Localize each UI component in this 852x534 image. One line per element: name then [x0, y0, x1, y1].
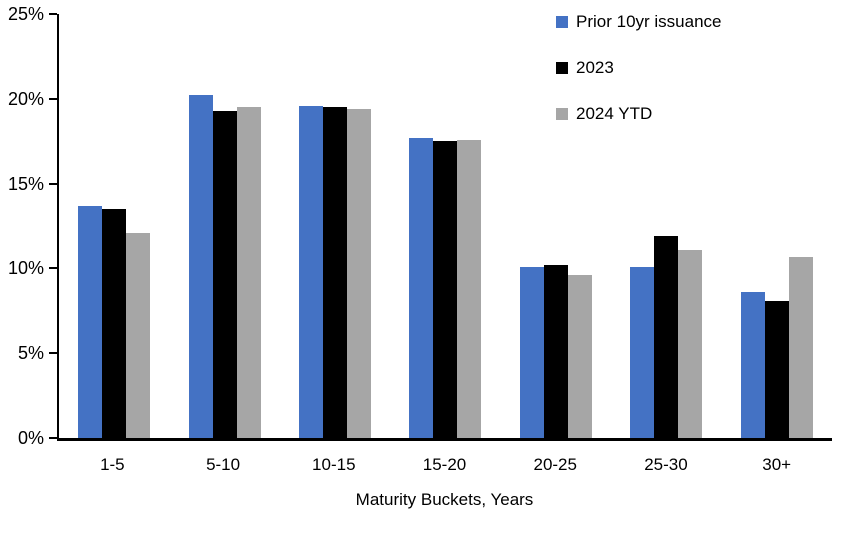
- y-tick-mark-20: [49, 97, 57, 100]
- bar-group-30+: [722, 14, 832, 438]
- y-tick-label-10: 10%: [7, 258, 44, 279]
- bars-layer: [59, 14, 832, 438]
- bar-group-10-15: [280, 14, 390, 438]
- bar-2023-20-25: [543, 265, 568, 438]
- bar-2023-1-5: [102, 209, 127, 438]
- bar-2024-ytd-25-30: [678, 249, 703, 438]
- y-tick-label-5: 5%: [17, 343, 44, 364]
- plot-area: [57, 14, 832, 441]
- y-tick-mark-15: [49, 182, 57, 185]
- bar-group-20-25: [501, 14, 611, 438]
- y-tick-label-20: 20%: [7, 88, 44, 109]
- legend-swatch-icon: [556, 108, 568, 120]
- bar-2024-ytd-1-5: [126, 232, 151, 438]
- bar-prior-10yr-issuance-30+: [740, 292, 765, 438]
- legend: Prior 10yr issuance 2023 2024 YTD: [556, 13, 722, 123]
- y-tick-label-25: 25%: [7, 4, 44, 24]
- bar-prior-10yr-issuance-20-25: [519, 266, 544, 438]
- x-tick-label-25-30: 25-30: [644, 455, 688, 474]
- bar-2024-ytd-30+: [788, 256, 813, 438]
- bar-2024-ytd-10-15: [347, 109, 372, 438]
- bar-2023-25-30: [654, 236, 679, 438]
- x-tick-label-15-20: 15-20: [422, 455, 467, 474]
- bar-prior-10yr-issuance-5-10: [188, 95, 213, 438]
- x-axis-title: Maturity Buckets, Years: [355, 490, 534, 509]
- y-tick-mark-5: [49, 352, 57, 355]
- bar-2023-30+: [764, 300, 789, 438]
- bar-2024-ytd-5-10: [236, 107, 261, 438]
- bar-2024-ytd-20-25: [567, 275, 592, 438]
- bar-2023-15-20: [433, 141, 458, 438]
- y-tick-mark-10: [49, 267, 57, 270]
- y-tick-mark-25: [49, 13, 57, 15]
- bar-prior-10yr-issuance-1-5: [78, 205, 103, 438]
- bar-2023-10-15: [323, 107, 348, 438]
- x-tick-label-20-25: 20-25: [533, 455, 577, 474]
- bar-group-25-30: [611, 14, 721, 438]
- legend-item-2024-ytd: 2024 YTD: [556, 105, 722, 123]
- x-tick-label-30+: 30+: [762, 455, 792, 474]
- legend-item-prior-10yr-issuance: Prior 10yr issuance: [556, 13, 722, 31]
- bar-group-1-5: [59, 14, 169, 438]
- legend-swatch-icon: [556, 16, 568, 28]
- x-axis-labels: 1-5 5-10 10-15 15-20 20-25 25-30 30+: [57, 455, 832, 475]
- x-tick-label-1-5: 1-5: [100, 455, 125, 474]
- bar-2024-ytd-15-20: [457, 139, 482, 438]
- legend-swatch-icon: [556, 62, 568, 74]
- bar-prior-10yr-issuance-25-30: [630, 266, 655, 438]
- legend-label: Prior 10yr issuance: [576, 12, 722, 31]
- y-tick-label-15: 15%: [7, 173, 44, 194]
- bar-group-5-10: [169, 14, 279, 438]
- x-tick-label-5-10: 5-10: [206, 455, 241, 474]
- x-tick-label-10-15: 10-15: [312, 455, 356, 474]
- bar-prior-10yr-issuance-10-15: [299, 105, 324, 438]
- bar-prior-10yr-issuance-15-20: [409, 137, 434, 438]
- bar-group-15-20: [390, 14, 500, 438]
- legend-label: 2023: [576, 58, 614, 77]
- y-tick-label-0: 0%: [17, 428, 44, 448]
- y-tick-mark-0: [49, 437, 57, 439]
- legend-item-2023: 2023: [556, 59, 722, 77]
- bar-2023-5-10: [212, 110, 237, 438]
- legend-label: 2024 YTD: [576, 104, 653, 123]
